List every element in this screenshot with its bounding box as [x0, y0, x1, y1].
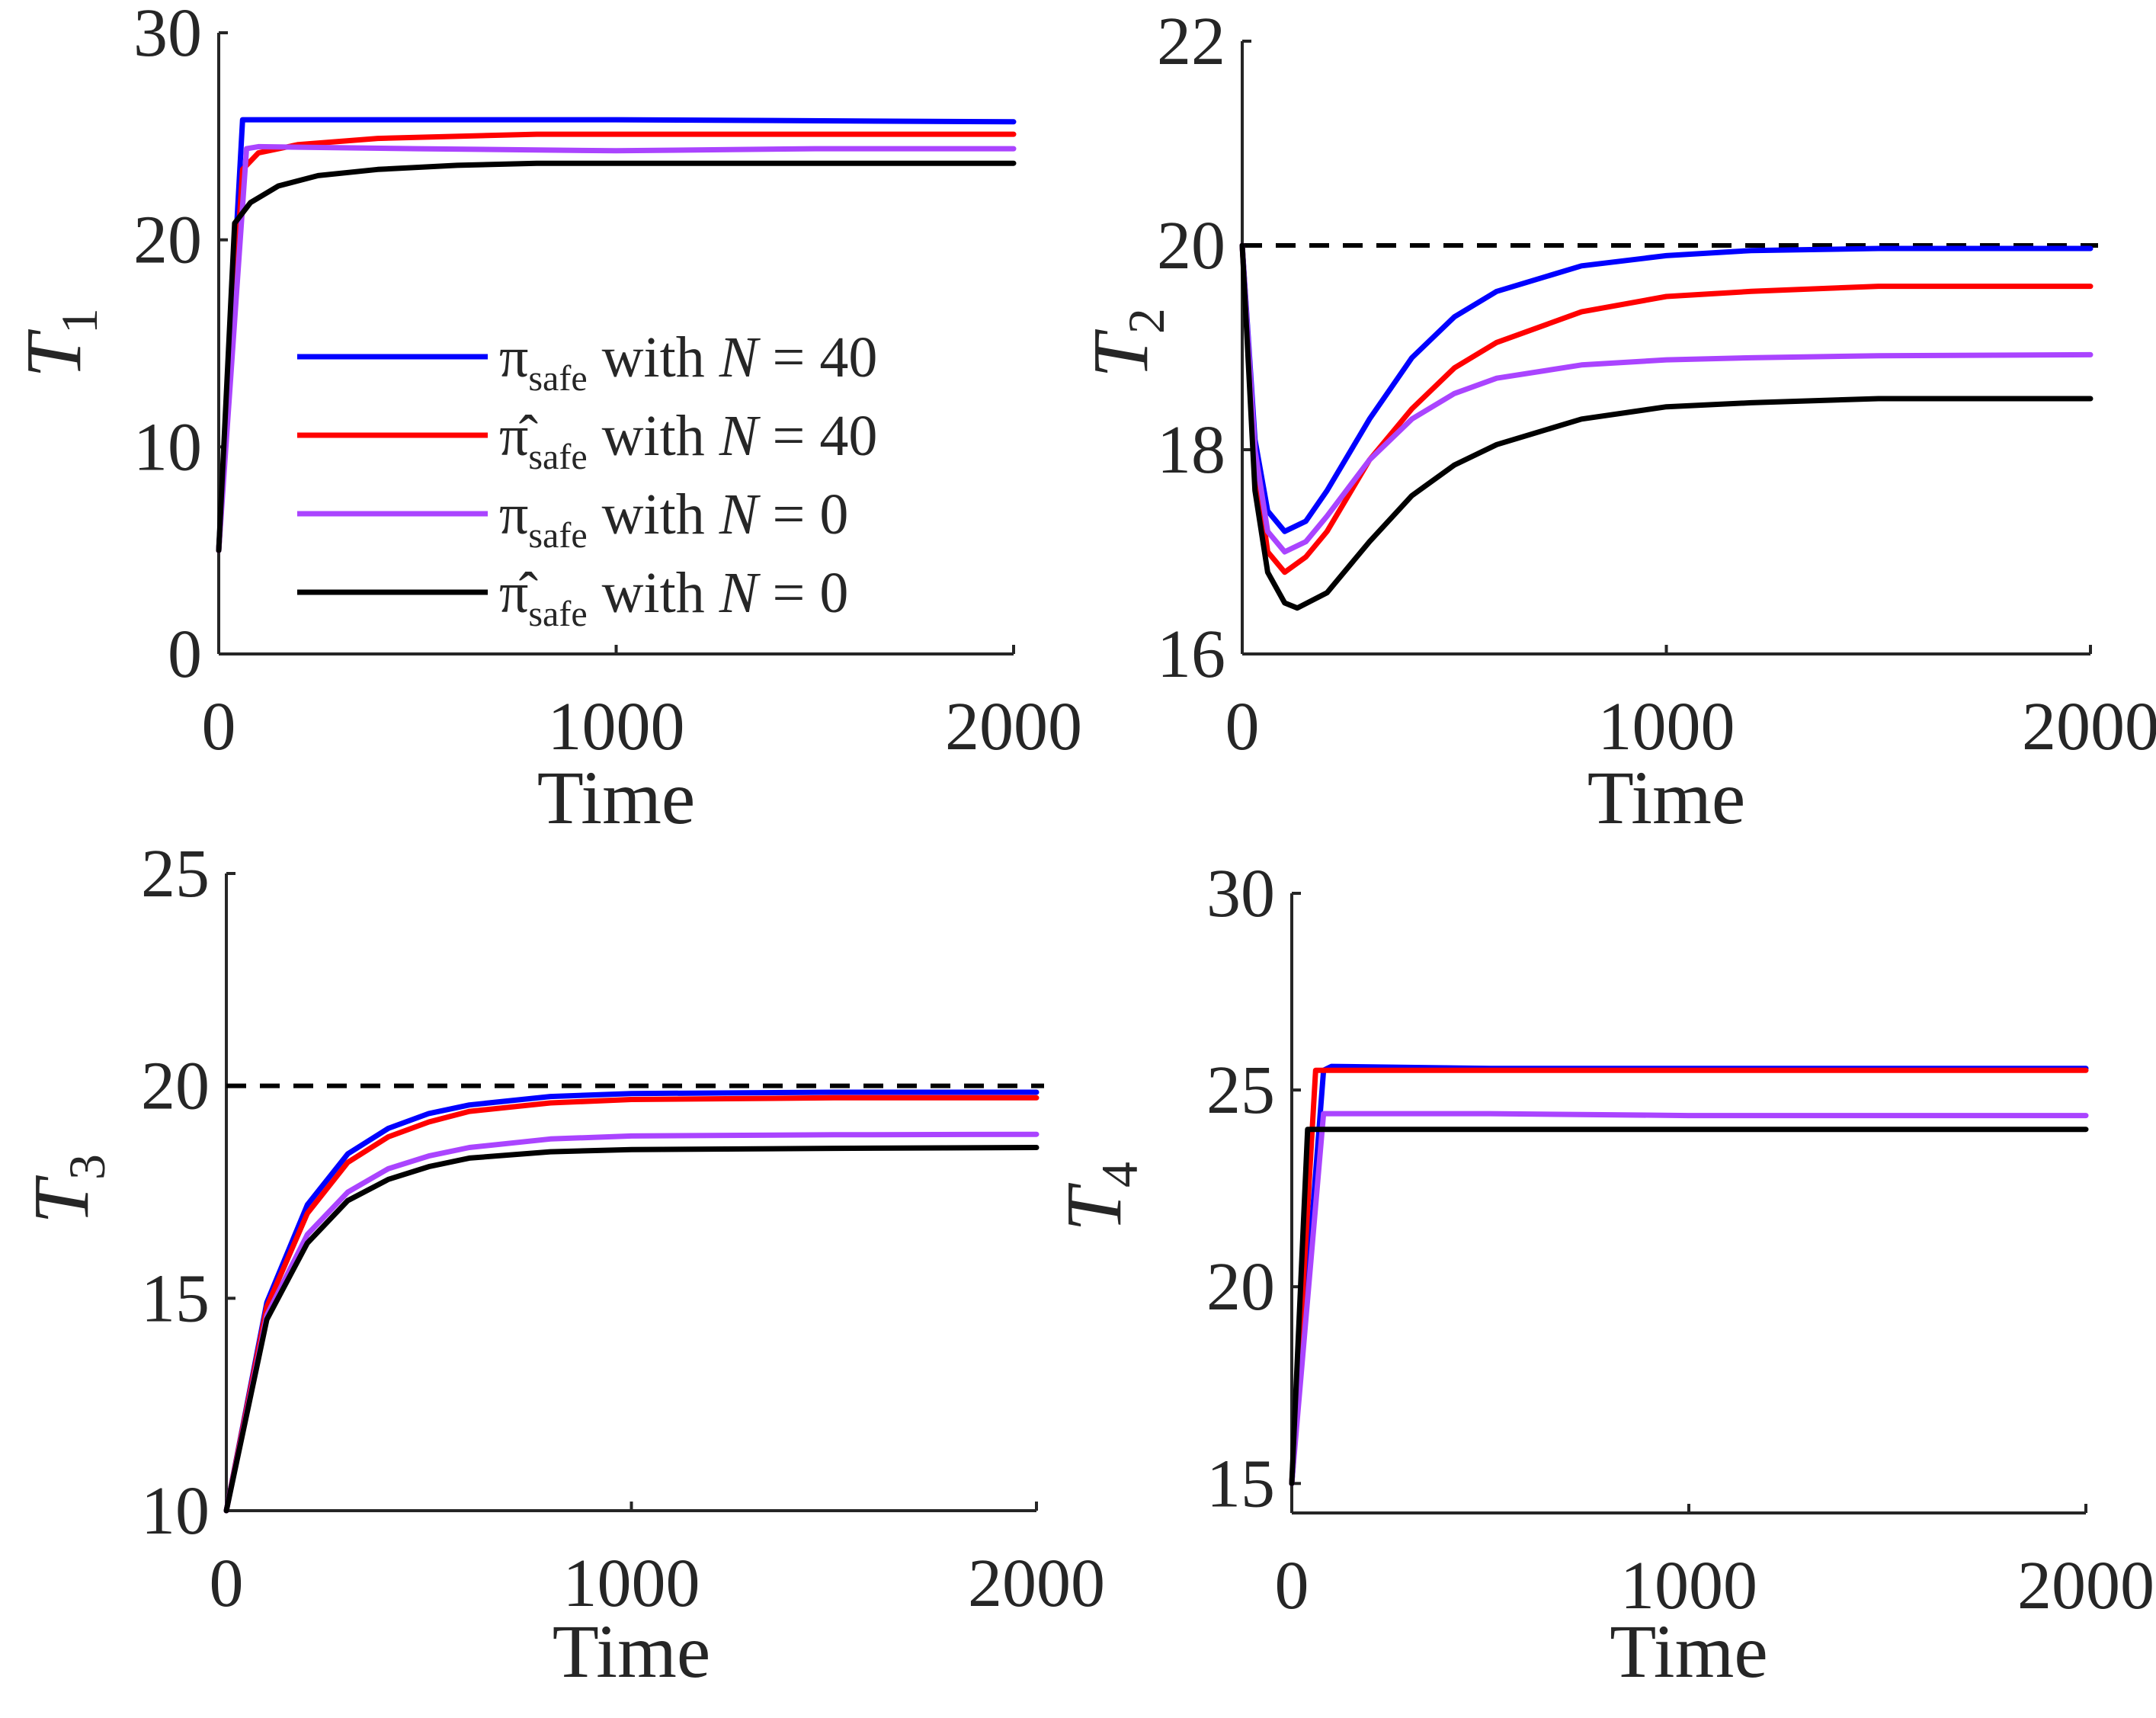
y-tick-label: 10	[133, 409, 202, 485]
y-tick-label: 20	[1206, 1249, 1275, 1325]
panel-T1: 0 10 20 30 0 1000 2000 Time T1	[10, 0, 1082, 840]
x-tick-label: 1000	[1620, 1548, 1757, 1623]
x-tick-label: 0	[1275, 1548, 1309, 1623]
x-axis-label: Time	[537, 755, 696, 840]
series-line-2	[1239, 242, 2094, 555]
x-tick-label: 0	[1225, 689, 1260, 764]
legend-entry-label: πsafe with N = 0	[499, 482, 848, 556]
legend-entry-label: π̂safe with N = 40	[499, 404, 877, 477]
series-line-3	[1289, 1127, 2089, 1486]
legend: πsafe with N = 40π̂safe with N = 40πsafe…	[297, 325, 877, 634]
y-axis-label: T4	[1050, 1162, 1148, 1232]
y-axis-label: T1	[10, 308, 108, 378]
panel-T4: 15 20 25 30 0 1000 2000 Time T4	[1050, 856, 2154, 1694]
y-tick-label: 10	[141, 1473, 210, 1549]
series-line-3	[1239, 242, 2094, 611]
y-tick-label: 0	[168, 617, 202, 692]
x-tick-label: 2000	[945, 689, 1082, 764]
x-tick-label: 0	[202, 689, 236, 764]
series-line-3	[223, 1145, 1040, 1514]
x-axis-label: Time	[553, 1609, 711, 1694]
x-tick-label: 2000	[2022, 689, 2156, 764]
y-tick-label: 25	[1206, 1053, 1275, 1128]
y-axis-label: T3	[18, 1154, 116, 1224]
series-line-2	[1289, 1111, 2089, 1486]
series-line-3	[216, 160, 1017, 553]
x-tick-label: 1000	[563, 1546, 700, 1621]
x-tick-label: 2000	[2017, 1548, 2154, 1623]
y-tick-label: 20	[1157, 208, 1225, 284]
panel-T3: 10 15 20 25 0 1000 2000 Time T3	[18, 836, 1105, 1694]
legend-entry-label: πsafe with N = 40	[499, 325, 877, 399]
y-tick-label: 18	[1157, 412, 1225, 488]
panel-T2: 16 18 20 22 0 1000 2000 Time T2	[1077, 4, 2156, 840]
x-tick-label: 1000	[548, 689, 685, 764]
x-tick-label: 2000	[968, 1546, 1105, 1621]
y-tick-label: 22	[1157, 4, 1225, 79]
series-line-0	[223, 1089, 1040, 1514]
y-tick-label: 30	[133, 0, 202, 71]
series-line-1	[1289, 1067, 2089, 1486]
x-axis-label: Time	[1587, 755, 1746, 840]
y-tick-label: 15	[141, 1261, 210, 1336]
y-axis-label: T2	[1077, 308, 1175, 378]
legend-entry-label: π̂safe with N = 0	[499, 561, 848, 634]
series-line-1	[223, 1095, 1040, 1514]
series-line-2	[216, 143, 1017, 553]
series-line-1	[1239, 242, 2094, 575]
y-tick-label: 30	[1206, 856, 1275, 931]
y-tick-label: 20	[141, 1049, 210, 1124]
y-tick-label: 15	[1206, 1446, 1275, 1521]
x-axis-label: Time	[1610, 1609, 1768, 1694]
series-line-2	[223, 1131, 1040, 1514]
x-tick-label: 0	[210, 1546, 244, 1621]
x-tick-label: 1000	[1598, 689, 1735, 764]
y-tick-label: 25	[141, 836, 210, 912]
y-tick-label: 16	[1157, 617, 1225, 692]
y-tick-label: 20	[133, 203, 202, 278]
series-line-0	[1239, 242, 2094, 534]
